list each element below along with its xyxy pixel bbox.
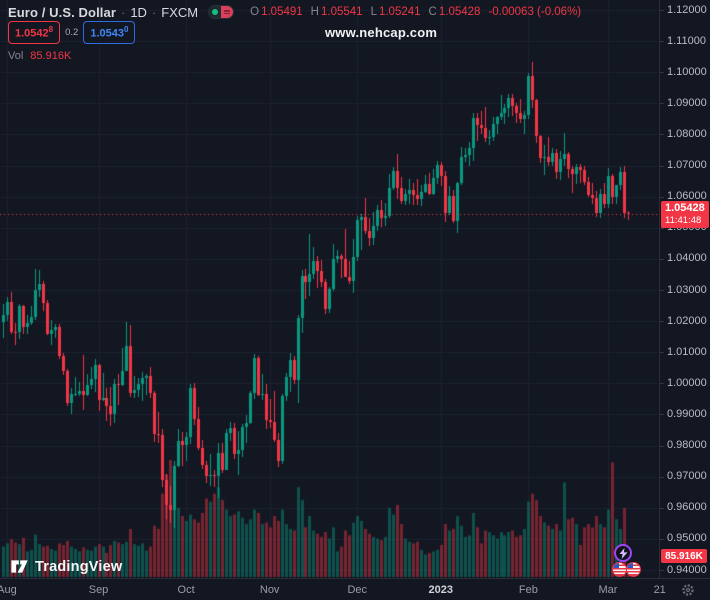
time-axis-label: 2023 (428, 584, 454, 596)
trade-buttons: 1.05428 0.2 1.05430 (8, 21, 136, 44)
price-axis-tick (660, 258, 664, 260)
price-axis-tick (660, 414, 664, 416)
price-axis-label: 0.95000 (667, 532, 707, 545)
time-axis-label: Dec (347, 584, 367, 596)
tradingview-logo-icon (11, 560, 28, 573)
price-axis-label: 1.06000 (667, 190, 707, 203)
time-axis-label: Oct (177, 584, 195, 596)
change-value: -0.00063 (-0.06%) (488, 6, 582, 18)
price-axis-tick (660, 72, 664, 74)
volume-value: 85.916K (30, 50, 72, 62)
price-axis-label: 1.09000 (667, 96, 707, 109)
close-label: C (428, 6, 437, 18)
open-label: O (250, 6, 260, 18)
sell-button[interactable]: 1.05428 (8, 21, 61, 44)
last-price-value: 1.05428 (665, 202, 705, 215)
price-axis-label: 1.01000 (667, 345, 707, 358)
price-axis-label: 1.12000 (667, 3, 707, 16)
time-axis-label: Mar (598, 584, 618, 596)
time-axis-label: Sep (88, 584, 109, 596)
buy-price: 1.0543 (90, 27, 124, 40)
price-axis-tick (660, 321, 664, 323)
sell-price: 1.0542 (15, 27, 49, 40)
price-axis-tick (660, 41, 664, 43)
price-axis-tick (660, 196, 664, 198)
symbol-title[interactable]: Euro / U.S. Dollar (8, 4, 116, 20)
volume-label[interactable]: Vol (8, 50, 24, 62)
price-axis-label: 0.99000 (667, 407, 707, 420)
price-axis-tick (660, 383, 664, 385)
price-axis-tick (660, 165, 664, 167)
price-axis-tick (660, 290, 664, 291)
price-axis-label: 1.07000 (667, 159, 707, 172)
price-axis-label: 0.96000 (667, 501, 707, 514)
ohlc-values: O 1.05491 H 1.05541 L 1.05241 C 1.05428 … (250, 6, 581, 18)
time-axis-label: Aug (0, 584, 17, 596)
symbol-legend: Euro / U.S. Dollar · 1D · FXCM O 1.05491… (8, 4, 581, 20)
price-axis-label: 1.04000 (667, 252, 707, 265)
price-axis-label: 1.08000 (667, 127, 707, 140)
buy-pip: 0 (123, 25, 129, 35)
price-axis-label: 0.97000 (667, 470, 707, 483)
price-axis-tick (660, 10, 664, 11)
time-axis-label: Feb (518, 584, 538, 596)
price-axis-label: 0.94000 (667, 563, 707, 576)
price-axis-label: 0.98000 (667, 439, 707, 452)
time-axis-label: 21 (653, 584, 666, 596)
time-axis-label: Nov (259, 584, 280, 596)
volume-legend: Vol 85.916K (8, 50, 71, 62)
price-axis-tick (660, 103, 664, 105)
sell-pip: 8 (48, 25, 54, 35)
price-axis-label: 1.02000 (667, 314, 707, 327)
close-value: 1.05428 (438, 6, 481, 18)
tradingview-logo[interactable]: TradingView (10, 557, 122, 576)
gear-icon[interactable] (681, 583, 695, 597)
market-pause-icon (221, 6, 234, 18)
tradingview-logo-text: TradingView (35, 558, 123, 575)
spread-value: 0.2 (65, 27, 79, 38)
low-label: L (370, 6, 377, 18)
price-axis-tick (660, 445, 664, 447)
chart-canvas[interactable] (0, 0, 658, 578)
market-status-toggle[interactable] (208, 5, 235, 19)
exchange-label[interactable]: FXCM (161, 4, 199, 20)
low-value: 1.05241 (378, 6, 421, 18)
volume-axis-tag: 85.916K (661, 549, 707, 564)
lightning-icon (619, 547, 627, 559)
price-axis-tick (660, 227, 664, 229)
market-open-dot-icon (209, 6, 222, 18)
price-axis-tick (660, 134, 664, 136)
buy-button[interactable]: 1.05430 (83, 21, 136, 44)
interval-label[interactable]: 1D (130, 4, 147, 20)
us-flag-icon[interactable] (612, 562, 627, 577)
high-value: 1.05541 (320, 6, 363, 18)
price-axis-tick (660, 538, 664, 540)
price-axis[interactable]: 1.12000 1.11000 1.10000 1.09000 1.08000 1.070… (659, 0, 710, 578)
separator-dot: · (120, 4, 126, 20)
price-axis-tick (660, 352, 664, 354)
time-axis[interactable]: Aug Sep Oct Nov Dec 2023 Feb Mar 21 (0, 578, 710, 600)
separator-dot: · (151, 4, 157, 20)
last-price-tag: 1.05428 11:41:48 (661, 201, 709, 229)
quick-trade-button[interactable] (614, 544, 632, 562)
us-flag-icon-2[interactable] (626, 562, 641, 577)
price-axis-label: 1.11000 (667, 34, 706, 47)
price-axis-tick (660, 570, 664, 571)
price-axis-label: 1.03000 (667, 283, 707, 296)
high-label: H (310, 6, 319, 18)
watermark: www.nehcap.com (325, 25, 438, 40)
open-value: 1.05491 (261, 6, 303, 18)
countdown-timer: 11:41:48 (665, 215, 702, 227)
price-axis-label: 1.10000 (667, 65, 707, 78)
price-axis-tick (660, 476, 664, 478)
price-axis-label: 1.00000 (667, 376, 707, 389)
price-axis-tick (660, 507, 664, 509)
